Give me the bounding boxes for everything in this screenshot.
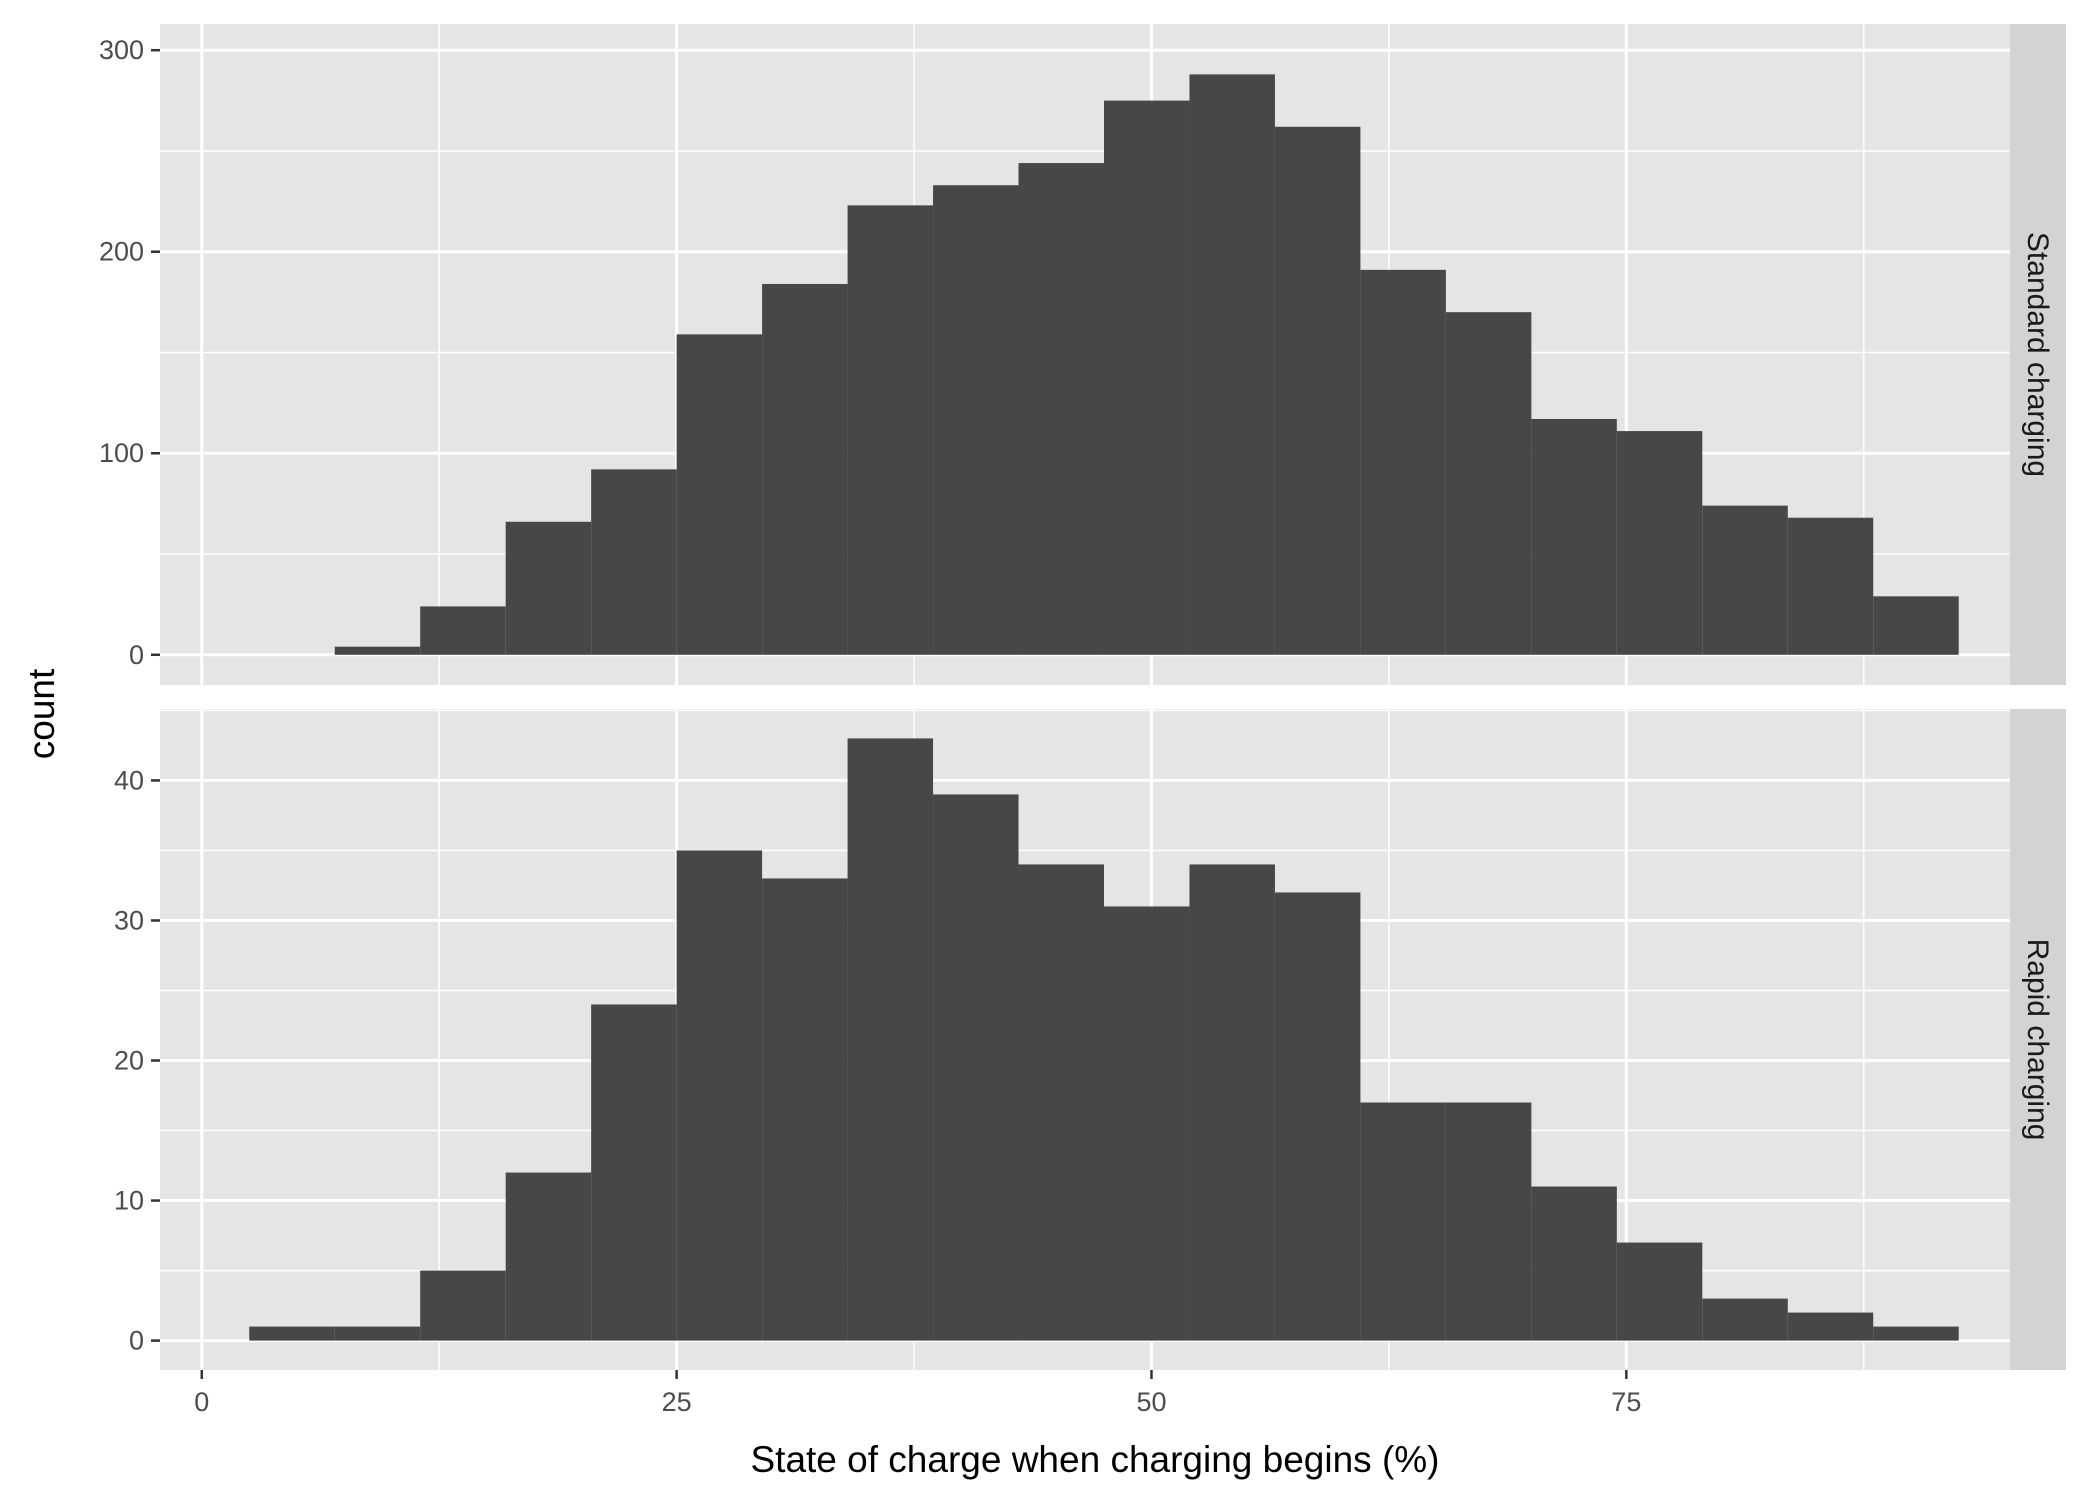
facet-panel-2: Rapid charging: [160, 709, 2066, 1370]
histogram-bar: [1873, 1326, 1959, 1341]
histogram-bar: [933, 185, 1019, 655]
x-axis-title: State of charge when charging begins (%): [750, 1439, 1439, 1480]
histogram-bar: [1616, 1242, 1703, 1341]
histogram-bar: [1531, 1186, 1617, 1341]
x-tick-label: 25: [662, 1387, 692, 1417]
histogram-bar: [762, 283, 848, 655]
y-tick-label: 0: [129, 1326, 144, 1356]
facet-strip: [2010, 24, 2066, 685]
x-tick-label: 75: [1611, 1387, 1641, 1417]
panels-layer: Standard charging Rapid charging: [160, 24, 2066, 1370]
histogram-bar: [676, 334, 763, 655]
histogram-bar: [1787, 1312, 1874, 1341]
y-tick-label: 200: [99, 237, 144, 267]
histogram-bar: [1360, 269, 1446, 655]
y-tick-label: 100: [99, 438, 144, 468]
histogram-bar: [591, 1004, 677, 1341]
y-tick-label: 300: [99, 35, 144, 65]
histogram-bar: [1018, 163, 1104, 655]
histogram-bar: [1018, 864, 1104, 1341]
histogram-bar: [249, 1326, 335, 1341]
histogram-bar: [1531, 418, 1617, 655]
y-tick-label: 20: [114, 1046, 144, 1076]
facet-strip-label: Standard charging: [2021, 232, 2054, 477]
facet-strip: [2010, 709, 2066, 1370]
histogram-bar: [1873, 596, 1959, 655]
axes-layer: 0 100 200 300 0 10 20 30 40 0 25 50 75: [99, 35, 1641, 1417]
y-tick-label: 40: [114, 765, 144, 795]
histogram-bar: [591, 469, 677, 655]
facet-panel-1: Standard charging: [160, 24, 2066, 685]
histogram-bar: [1189, 74, 1275, 655]
histogram-bar: [1103, 906, 1190, 1341]
histogram-bar: [505, 1172, 592, 1341]
histogram-bar: [847, 738, 934, 1341]
y-axis-title: count: [21, 668, 62, 759]
histogram-bar: [1189, 864, 1275, 1341]
histogram-bar: [505, 521, 592, 655]
histogram-bar: [847, 205, 934, 655]
x-tick-label: 0: [194, 1387, 209, 1417]
y-tick-label: 10: [114, 1186, 144, 1216]
y-tick-label: 0: [129, 640, 144, 670]
histogram-bar: [420, 606, 506, 655]
histogram-bar: [420, 1270, 506, 1341]
histogram-bar: [1445, 1102, 1532, 1341]
facet-strip-label: Rapid charging: [2021, 939, 2054, 1141]
histogram-bar: [1702, 1298, 1788, 1341]
histogram-bar: [762, 878, 848, 1341]
histogram-bar: [1274, 126, 1361, 655]
histogram-bar: [933, 794, 1019, 1341]
histogram-bar: [676, 850, 763, 1341]
histogram-bar: [1702, 505, 1788, 655]
histogram-bar: [1787, 517, 1874, 655]
histogram-bar: [1616, 431, 1703, 655]
histogram-bar: [1360, 1102, 1446, 1341]
y-tick-label: 30: [114, 905, 144, 935]
x-tick-label: 50: [1136, 1387, 1166, 1417]
histogram-bar: [1103, 100, 1190, 655]
histogram-bar: [334, 1326, 421, 1341]
histogram-bar: [1445, 312, 1532, 655]
histogram-bar: [334, 646, 421, 655]
histogram-bar: [1274, 892, 1361, 1341]
